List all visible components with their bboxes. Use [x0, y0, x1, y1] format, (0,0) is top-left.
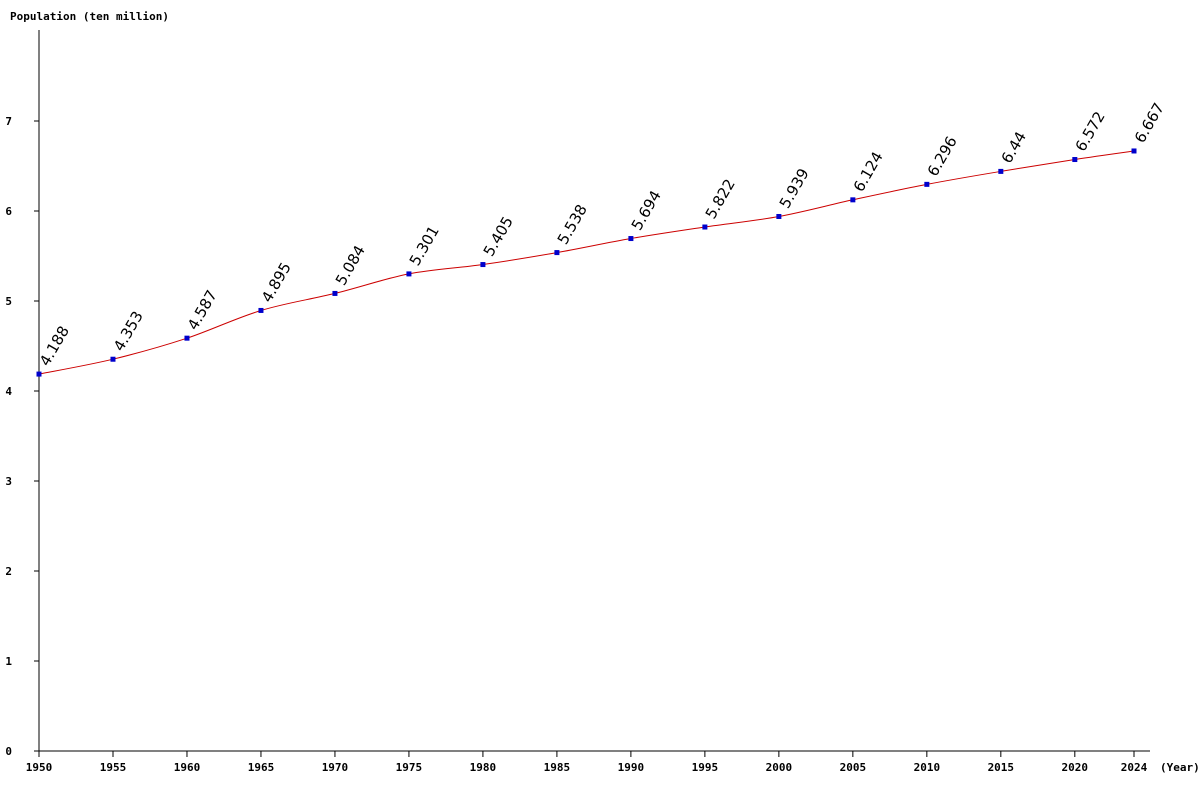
data-label: 6.124 [850, 149, 887, 195]
x-tick-label: 2005 [840, 761, 867, 774]
x-tick-label: 1955 [100, 761, 127, 774]
x-tick-label: 1965 [248, 761, 275, 774]
data-point [998, 168, 1004, 174]
y-axis-title: Population (ten million) [10, 10, 169, 23]
y-tick-label: 0 [5, 745, 12, 758]
x-tick-label: 1995 [692, 761, 719, 774]
y-tick-label: 3 [5, 475, 12, 488]
data-label: 4.188 [36, 323, 73, 369]
x-tick-label: 2024 [1121, 761, 1148, 774]
x-tick-label: 2010 [914, 761, 941, 774]
data-point [628, 236, 634, 242]
x-tick-label: 1970 [322, 761, 349, 774]
data-label: 5.694 [628, 187, 665, 233]
data-point [702, 224, 708, 230]
data-point [406, 271, 412, 277]
data-label: 4.353 [110, 308, 147, 354]
data-label: 5.538 [554, 201, 591, 247]
data-point [332, 290, 338, 296]
data-label: 6.572 [1072, 108, 1109, 154]
y-tick-label: 2 [5, 565, 12, 578]
data-label: 5.405 [480, 213, 517, 259]
data-point [1072, 157, 1078, 163]
y-tick-label: 4 [5, 385, 12, 398]
x-tick-label: 1985 [544, 761, 571, 774]
x-ticks: 1950 1955 1960 1965 1970 1975 1980 1985 1990 1995… [26, 751, 1148, 774]
data-label: 6.44 [998, 128, 1030, 166]
data-point [36, 371, 42, 377]
data-label: 5.084 [332, 242, 369, 288]
y-tick-label: 5 [5, 295, 12, 308]
data-label: 5.301 [406, 223, 443, 269]
x-tick-label: 1960 [174, 761, 201, 774]
data-label: 6.296 [924, 133, 961, 179]
data-point [924, 181, 930, 187]
data-label: 6.667 [1131, 100, 1168, 146]
data-point [184, 335, 190, 341]
data-label: 4.895 [258, 259, 295, 305]
x-tick-label: 1950 [26, 761, 53, 774]
y-tick-label: 6 [5, 205, 12, 218]
x-tick-label: 1990 [618, 761, 645, 774]
x-tick-label: 2015 [988, 761, 1015, 774]
data-point [258, 307, 264, 313]
data-markers [36, 148, 1137, 377]
data-point [776, 213, 782, 219]
data-point [110, 356, 116, 362]
data-point [1131, 148, 1137, 154]
data-point [850, 197, 856, 203]
x-tick-label: 2020 [1062, 761, 1089, 774]
x-axis-title: (Year) [1160, 761, 1200, 774]
data-label: 4.587 [184, 287, 221, 333]
y-tick-label: 1 [5, 655, 12, 668]
data-label: 5.939 [776, 165, 813, 211]
x-tick-label: 2000 [766, 761, 793, 774]
data-label: 5.822 [702, 176, 739, 222]
x-tick-label: 1975 [396, 761, 423, 774]
population-line [38, 150, 1135, 375]
data-point [554, 250, 560, 256]
data-point [480, 262, 486, 268]
data-labels: 4.188 4.353 4.587 4.895 5.084 5.301 5.405 5.538… [36, 100, 1168, 369]
y-ticks: 0 1 2 3 4 5 6 7 [5, 115, 39, 758]
y-tick-label: 7 [5, 115, 12, 128]
x-tick-label: 1980 [470, 761, 497, 774]
